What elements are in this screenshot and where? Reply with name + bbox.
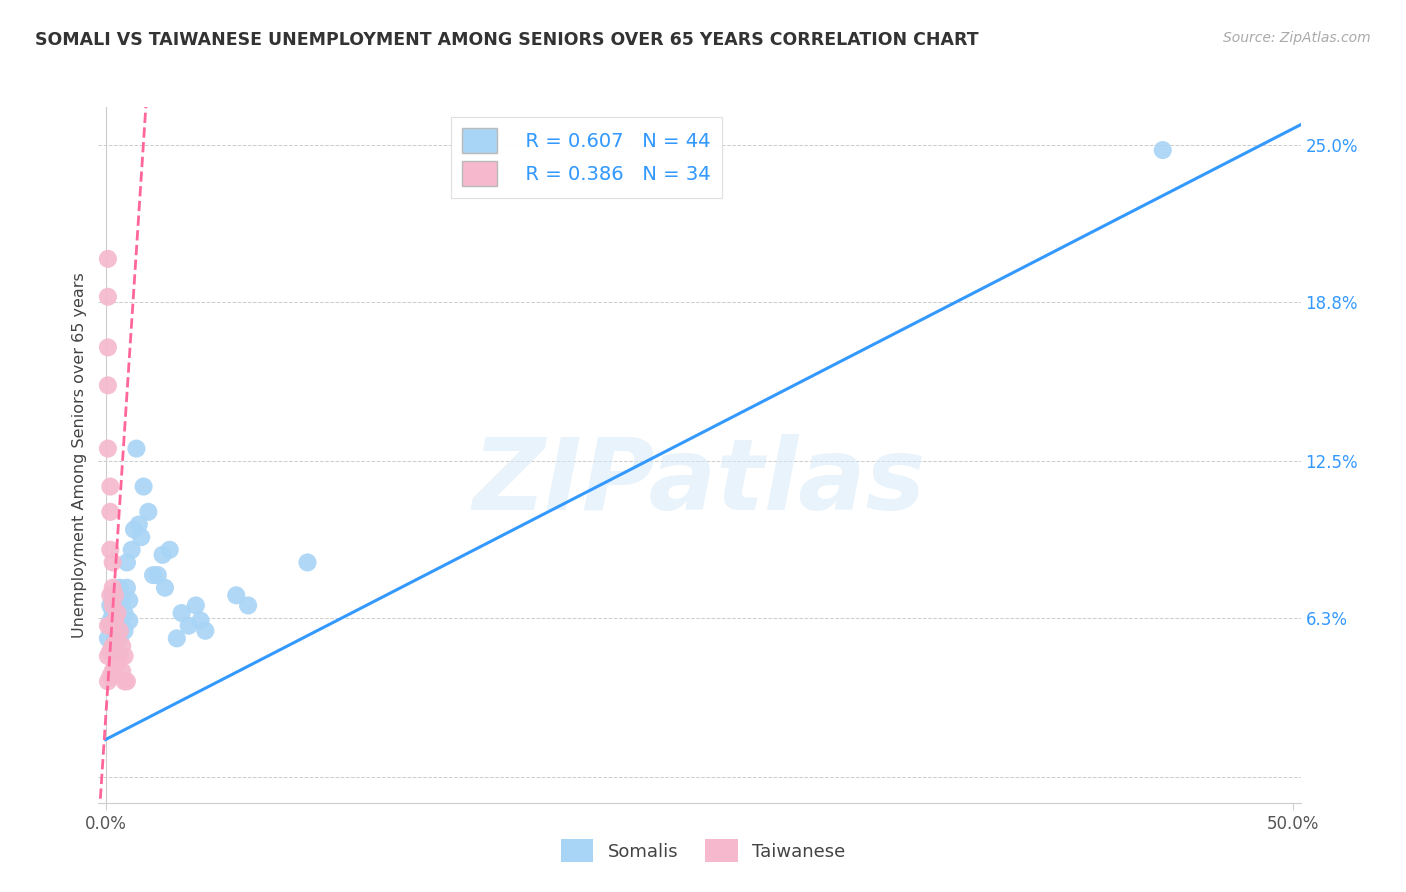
Point	[125, 442, 148, 456]
Point	[107, 644, 129, 658]
Point	[104, 588, 127, 602]
Point	[101, 639, 124, 653]
Point	[98, 599, 121, 613]
Point	[170, 606, 193, 620]
Point	[152, 548, 174, 562]
Text: SOMALI VS TAIWANESE UNEMPLOYMENT AMONG SENIORS OVER 65 YEARS CORRELATION CHART: SOMALI VS TAIWANESE UNEMPLOYMENT AMONG S…	[35, 31, 979, 49]
Point	[236, 599, 259, 613]
Point	[101, 665, 124, 679]
Point	[177, 618, 200, 632]
Point	[108, 648, 131, 663]
Point	[184, 599, 207, 613]
Point	[97, 618, 120, 632]
Point	[104, 614, 127, 628]
Point	[98, 505, 121, 519]
Point	[297, 556, 319, 570]
Point	[101, 606, 124, 620]
Point	[111, 593, 134, 607]
Point	[107, 657, 129, 671]
Point	[118, 614, 141, 628]
Point	[108, 624, 131, 638]
Point	[114, 606, 136, 620]
Point	[111, 618, 134, 632]
Point	[101, 581, 124, 595]
Point	[98, 669, 121, 683]
Point	[142, 568, 165, 582]
Point	[194, 624, 217, 638]
Point	[1152, 143, 1174, 157]
Point	[225, 588, 247, 602]
Point	[101, 556, 124, 570]
Legend:   R = 0.607   N = 44,   R = 0.386   N = 34: R = 0.607 N = 44, R = 0.386 N = 34	[451, 117, 723, 198]
Point	[114, 648, 136, 663]
Point	[111, 639, 134, 653]
Point	[97, 340, 120, 354]
Point	[115, 674, 138, 689]
Point	[108, 614, 131, 628]
Point	[98, 479, 121, 493]
Point	[97, 674, 120, 689]
Point	[166, 632, 188, 646]
Point	[115, 581, 138, 595]
Point	[108, 632, 131, 646]
Text: Source: ZipAtlas.com: Source: ZipAtlas.com	[1223, 31, 1371, 45]
Point	[146, 568, 169, 582]
Point	[97, 632, 120, 646]
Point	[108, 581, 131, 595]
Point	[104, 639, 127, 653]
Point	[107, 632, 129, 646]
Point	[153, 581, 176, 595]
Point	[104, 599, 127, 613]
Point	[98, 614, 121, 628]
Point	[136, 505, 159, 519]
Point	[107, 606, 129, 620]
Point	[101, 588, 124, 602]
Point	[101, 618, 124, 632]
Point	[114, 624, 136, 638]
Point	[104, 632, 127, 646]
Point	[114, 674, 136, 689]
Point	[98, 542, 121, 557]
Point	[98, 618, 121, 632]
Point	[118, 593, 141, 607]
Point	[129, 530, 152, 544]
Point	[97, 442, 120, 456]
Point	[97, 378, 120, 392]
Point	[98, 588, 121, 602]
Point	[101, 618, 124, 632]
Point	[97, 252, 120, 266]
Point	[107, 624, 129, 638]
Point	[159, 542, 181, 557]
Point	[121, 542, 143, 557]
Point	[115, 556, 138, 570]
Point	[132, 479, 155, 493]
Text: ZIPatlas: ZIPatlas	[472, 434, 927, 532]
Point	[128, 517, 150, 532]
Point	[98, 644, 121, 658]
Point	[122, 523, 145, 537]
Y-axis label: Unemployment Among Seniors over 65 years: Unemployment Among Seniors over 65 years	[72, 272, 87, 638]
Point	[101, 599, 124, 613]
Legend: Somalis, Taiwanese: Somalis, Taiwanese	[554, 832, 852, 870]
Point	[190, 614, 212, 628]
Point	[97, 648, 120, 663]
Point	[97, 290, 120, 304]
Point	[111, 665, 134, 679]
Point	[107, 599, 129, 613]
